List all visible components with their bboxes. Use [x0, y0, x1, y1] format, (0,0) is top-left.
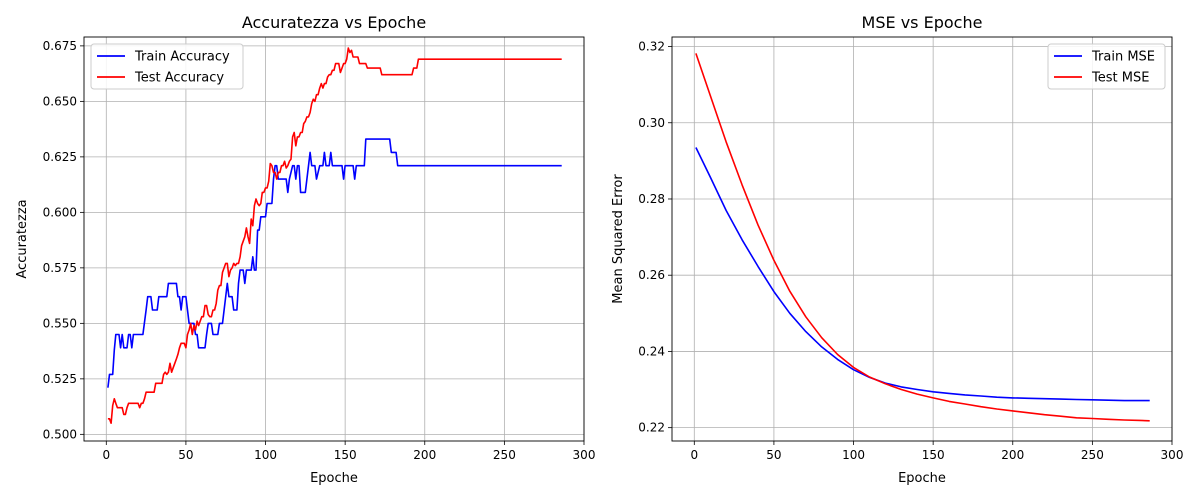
series-line [695, 147, 1150, 402]
legend-label: Test MSE [1091, 71, 1149, 86]
plot-frame [671, 36, 1173, 442]
chart-1: 0 50 100 150 200 250 300 0.500 0.525 0.550 0.575 0.… [15, 13, 595, 486]
x-tick-label: 0 [102, 448, 110, 462]
y-tick-label: 0.30 [638, 116, 665, 130]
y-tick-label: 0.550 [43, 316, 77, 330]
legend-label: Train Accuracy [134, 50, 230, 65]
y-axis-label: Accuratezza [15, 199, 30, 278]
x-tick-label: 150 [334, 448, 357, 462]
series-line [695, 53, 1150, 422]
y-tick-label: 0.525 [43, 372, 77, 386]
y-tick-label: 0.28 [638, 192, 665, 206]
chart-2: 0 50 100 150 200 250 300 0.22 0.24 0.26 0.28 0.30 0.… [611, 13, 1183, 486]
x-tick-label: 200 [413, 448, 436, 462]
x-tick-label: 300 [573, 448, 596, 462]
y-tick-label: 0.22 [638, 421, 665, 435]
x-tick-label: 250 [493, 448, 516, 462]
x-tick-label: 200 [1001, 448, 1024, 462]
x-tick-label: 50 [178, 448, 193, 462]
x-tick-label: 50 [766, 448, 781, 462]
x-axis-label: Epoche [898, 471, 946, 486]
y-tick-label: 0.24 [638, 344, 665, 358]
x-tick-label: 150 [922, 448, 945, 462]
x-tick-label: 100 [254, 448, 277, 462]
y-tick-label: 0.26 [638, 268, 665, 282]
legend-label: Train MSE [1091, 50, 1155, 65]
y-tick-label: 0.675 [43, 39, 77, 53]
series-line [107, 47, 562, 425]
x-axis-label: Epoche [310, 471, 358, 486]
legend-label: Test Accuracy [134, 71, 224, 86]
y-tick-label: 0.650 [43, 94, 77, 108]
y-tick-label: 0.600 [43, 205, 77, 219]
series-line [107, 138, 562, 388]
legend: Train Accuracy Test Accuracy [90, 43, 244, 90]
y-tick-label: 0.32 [638, 40, 665, 54]
y-tick-label: 0.575 [43, 261, 77, 275]
x-tick-label: 100 [842, 448, 865, 462]
legend-box [90, 43, 244, 90]
x-tick-label: 0 [690, 448, 698, 462]
legend: Train MSE Test MSE [1047, 43, 1166, 90]
y-tick-label: 0.625 [43, 150, 77, 164]
y-axis-label: Mean Squared Error [611, 174, 626, 304]
x-tick-label: 300 [1161, 448, 1184, 462]
y-tick-label: 0.500 [43, 427, 77, 441]
plot-frame [83, 36, 585, 442]
chart-title: MSE vs Epoche [862, 13, 983, 32]
chart-title: Accuratezza vs Epoche [242, 13, 426, 32]
x-tick-label: 250 [1081, 448, 1104, 462]
